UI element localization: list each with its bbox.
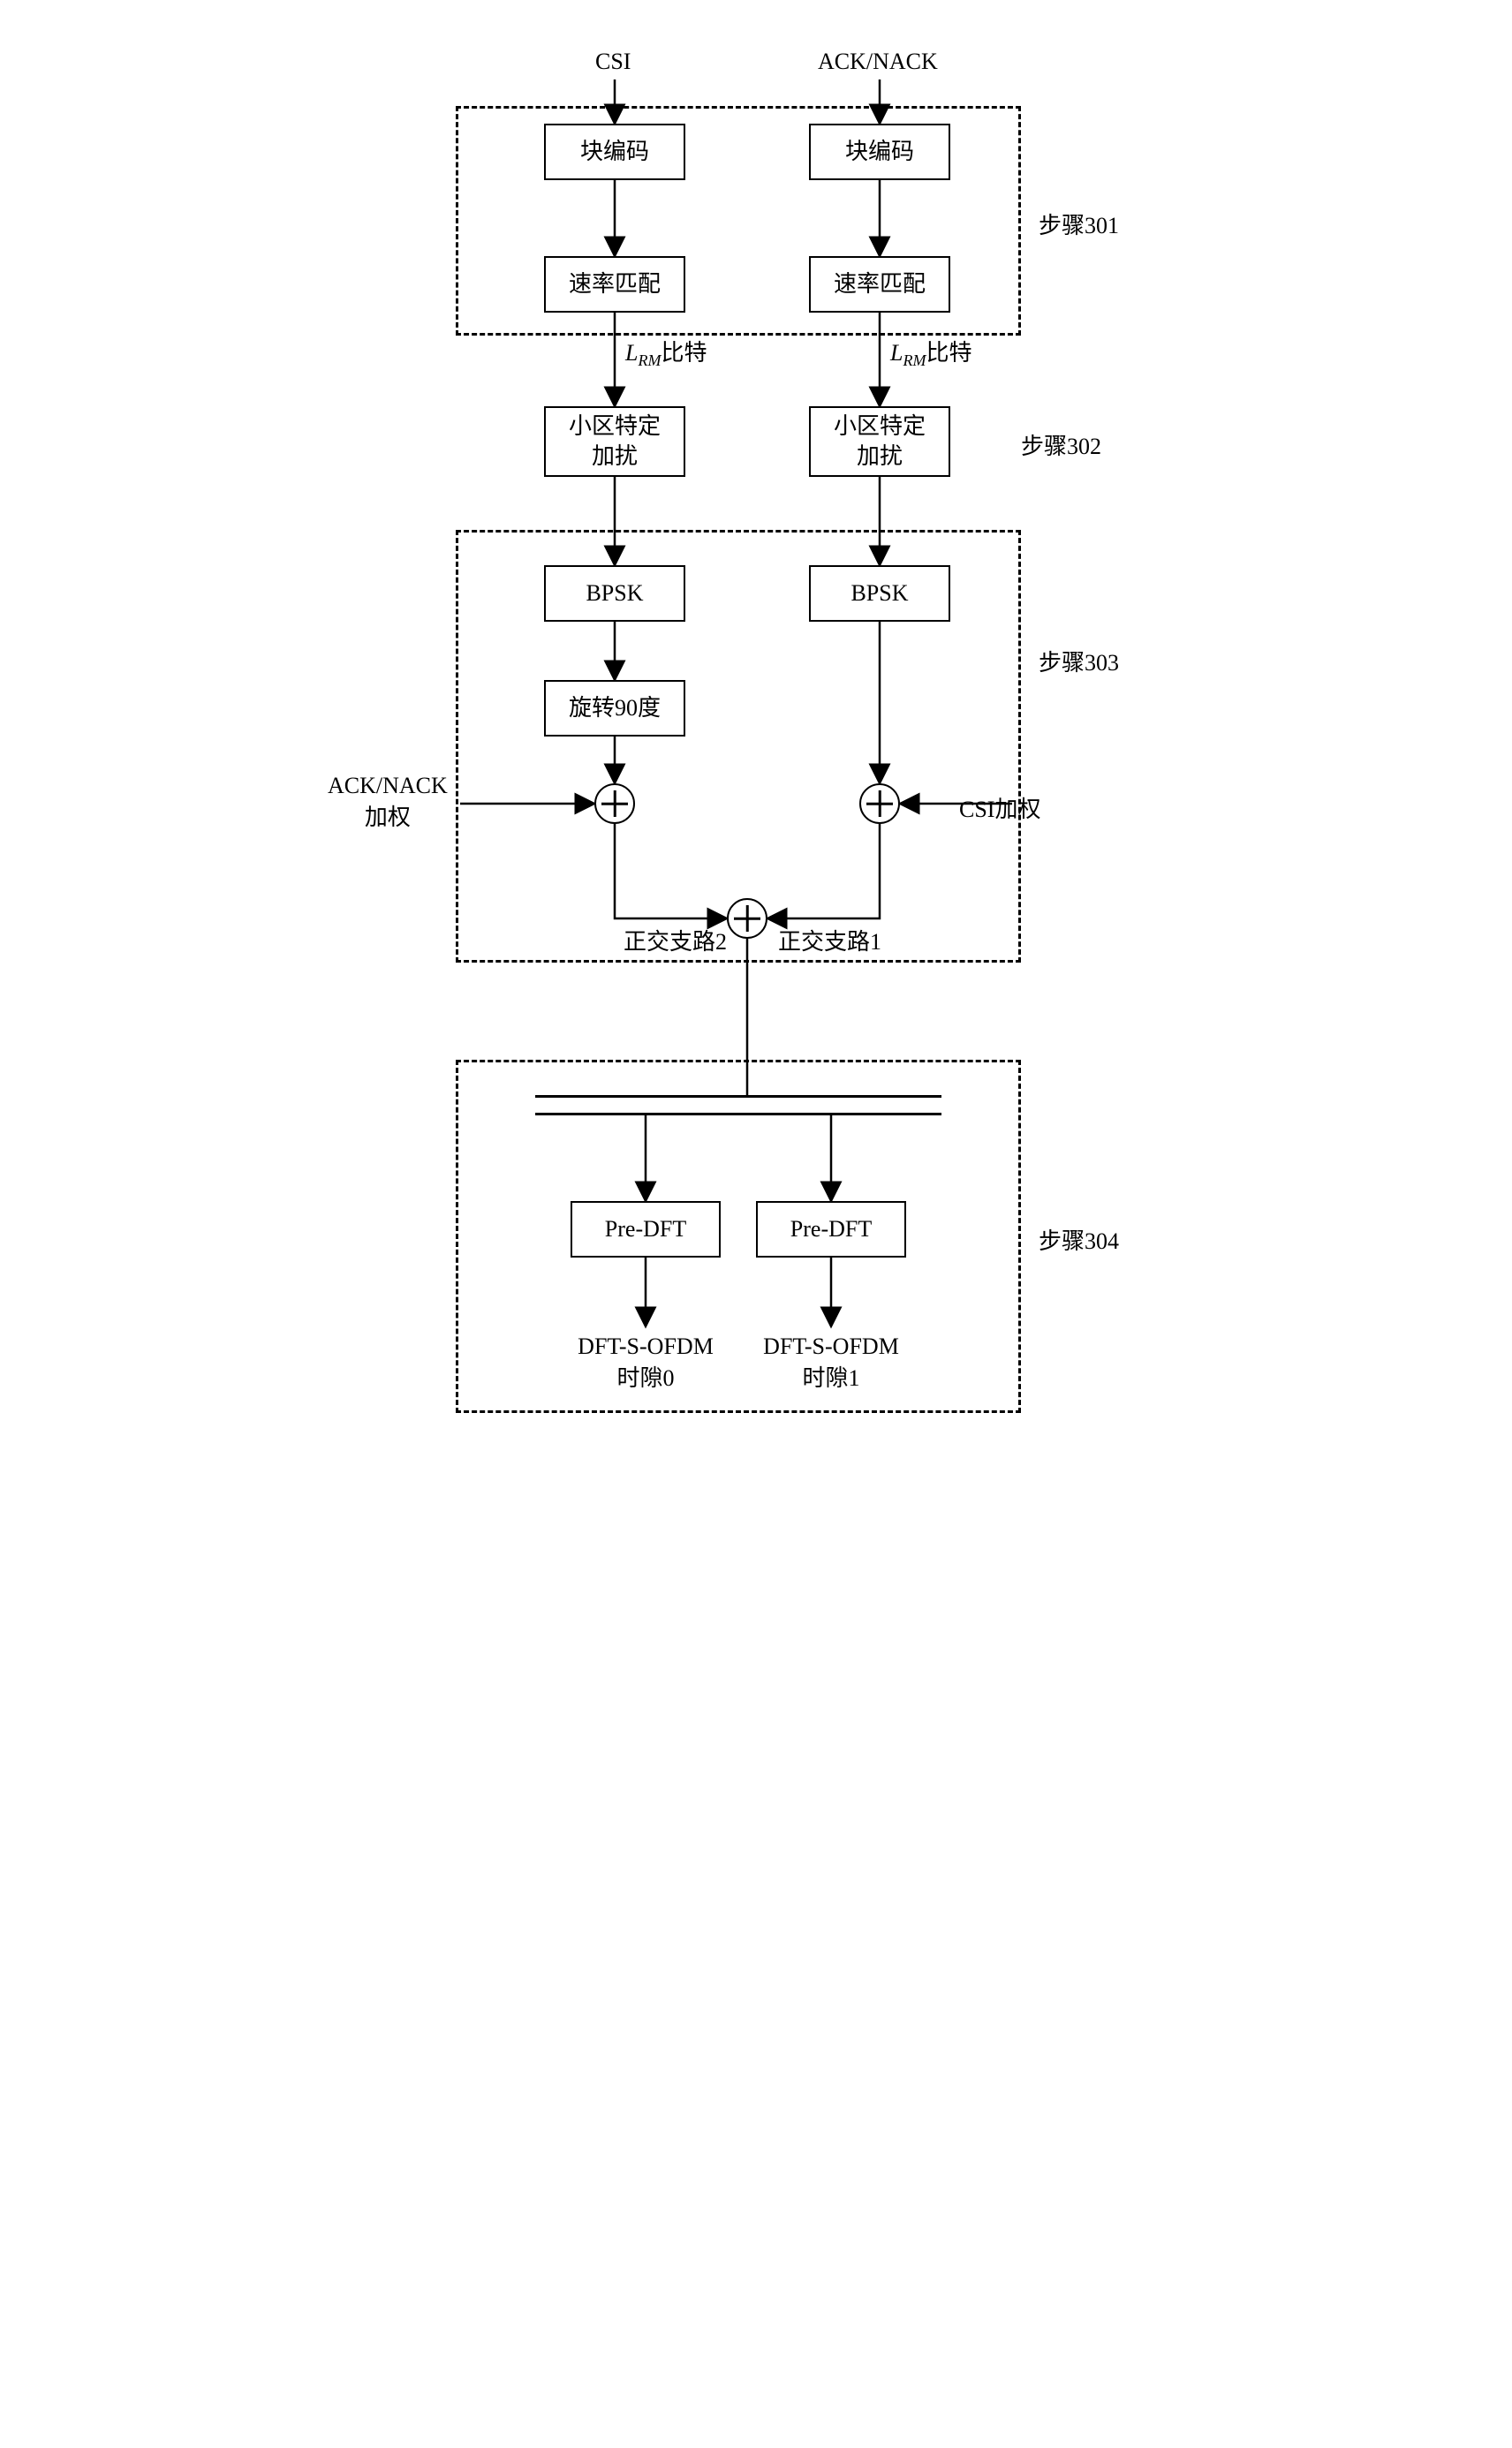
ack-weight: ACK/NACK加权 [328, 773, 448, 832]
step-303-label: 步骤303 [1039, 645, 1119, 677]
input-csi: CSI [595, 49, 631, 75]
sum-left [594, 783, 635, 824]
bpsk-left: BPSK [544, 565, 685, 622]
rotate90: 旋转90度 [544, 680, 685, 737]
block-code-left: 块编码 [544, 124, 685, 180]
sum-merge [727, 898, 767, 939]
rate-match-right: 速率匹配 [809, 256, 950, 313]
scramble-right: 小区特定 加扰 [809, 406, 950, 477]
branch2: 正交支路2 [624, 924, 727, 956]
predft-right: Pre-DFT [756, 1201, 906, 1258]
step-304-label: 步骤304 [1039, 1223, 1119, 1256]
demux-bar-bottom [535, 1113, 941, 1115]
branch1: 正交支路1 [778, 924, 881, 956]
lrm-left: LRM比特 [625, 335, 707, 370]
scramble-left: 小区特定 加扰 [544, 406, 685, 477]
out-right: DFT-S-OFDM时隙1 [756, 1334, 906, 1393]
step-301-label: 步骤301 [1039, 208, 1119, 240]
input-acknack: ACK/NACK [818, 49, 938, 75]
demux-bar-top [535, 1095, 941, 1098]
rate-match-left: 速率匹配 [544, 256, 685, 313]
step-302-label: 步骤302 [1021, 428, 1101, 461]
predft-left: Pre-DFT [571, 1201, 721, 1258]
out-left: DFT-S-OFDM时隙0 [571, 1334, 721, 1393]
bpsk-right: BPSK [809, 565, 950, 622]
csi-weight: CSI加权 [959, 791, 1040, 824]
lrm-right: LRM比特 [890, 335, 971, 370]
block-code-right: 块编码 [809, 124, 950, 180]
sum-right [859, 783, 900, 824]
